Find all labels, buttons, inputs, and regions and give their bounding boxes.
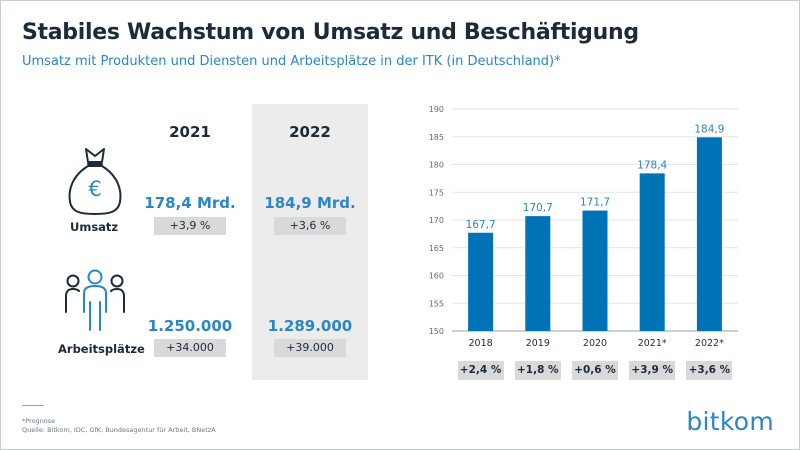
bar-value-label: 170,7 [523, 202, 553, 214]
footnote-source: Quelle: Bitkom, IDC, GfK, Bundesagentur … [22, 426, 216, 434]
arbeitsplaetze-label: Arbeitsplätze [58, 342, 145, 356]
arbeitsplaetze-value-2021: 1.250.000 [147, 317, 233, 335]
bar [468, 232, 494, 331]
bar [696, 137, 722, 331]
bar-value-label: 184,9 [694, 123, 724, 135]
bar [582, 210, 608, 331]
bar [639, 173, 665, 331]
page-title: Stabiles Wachstum von Umsatz und Beschäf… [22, 20, 639, 45]
svg-text:€: € [88, 177, 101, 201]
y-tick-label: 190 [429, 105, 444, 114]
y-tick-label: 155 [429, 299, 444, 308]
umsatz-value-2022: 184,9 Mrd. [264, 194, 356, 212]
umsatz-change-2021: +3,9 % [154, 217, 226, 235]
bar-value-label: 178,4 [637, 159, 667, 171]
y-tick-label: 180 [429, 161, 444, 170]
x-tick-label: 2018 [469, 338, 493, 349]
people-group-icon [64, 268, 126, 336]
arbeitsplaetze-change-2021: +34.000 [154, 339, 226, 357]
bar-value-label: 171,7 [580, 197, 610, 209]
year-header-2021: 2021 [169, 123, 211, 141]
x-tick-label: 2022* [695, 338, 724, 349]
growth-badge: +3,9 % [629, 361, 676, 380]
arbeitsplaetze-change-2022: +39.000 [274, 339, 346, 357]
umsatz-change-2022: +3,6 % [274, 217, 346, 235]
year-header-2022: 2022 [289, 123, 331, 141]
y-tick-label: 165 [429, 244, 444, 253]
y-tick-label: 160 [429, 272, 444, 281]
y-tick-label: 150 [429, 327, 444, 336]
money-bag-euro-icon: € [66, 146, 124, 220]
x-tick-label: 2020 [583, 338, 607, 349]
footnote-prognose: *Prognose [22, 417, 56, 425]
bar [525, 216, 551, 331]
umsatz-value-2021: 178,4 Mrd. [144, 194, 236, 212]
y-tick-label: 175 [429, 188, 444, 197]
growth-badge: +3,6 % [686, 361, 733, 380]
highlight-column-2022 [252, 104, 368, 380]
growth-badge: +1,8 % [514, 361, 561, 380]
footnote-rule [22, 405, 44, 406]
bitkom-logo: bitkom [686, 407, 774, 436]
umsatz-label: Umsatz [70, 220, 119, 234]
page-subtitle: Umsatz mit Produkten und Diensten und Ar… [22, 54, 561, 69]
growth-badge: +2,4 % [457, 361, 504, 380]
x-tick-label: 2021* [638, 338, 667, 349]
growth-badge: +0,6 % [572, 361, 618, 380]
y-tick-label: 185 [429, 133, 444, 142]
x-tick-label: 2019 [526, 338, 550, 349]
arbeitsplaetze-value-2022: 1.289.000 [267, 317, 353, 335]
y-tick-label: 170 [429, 216, 444, 225]
bar-value-label: 167,7 [466, 219, 496, 231]
